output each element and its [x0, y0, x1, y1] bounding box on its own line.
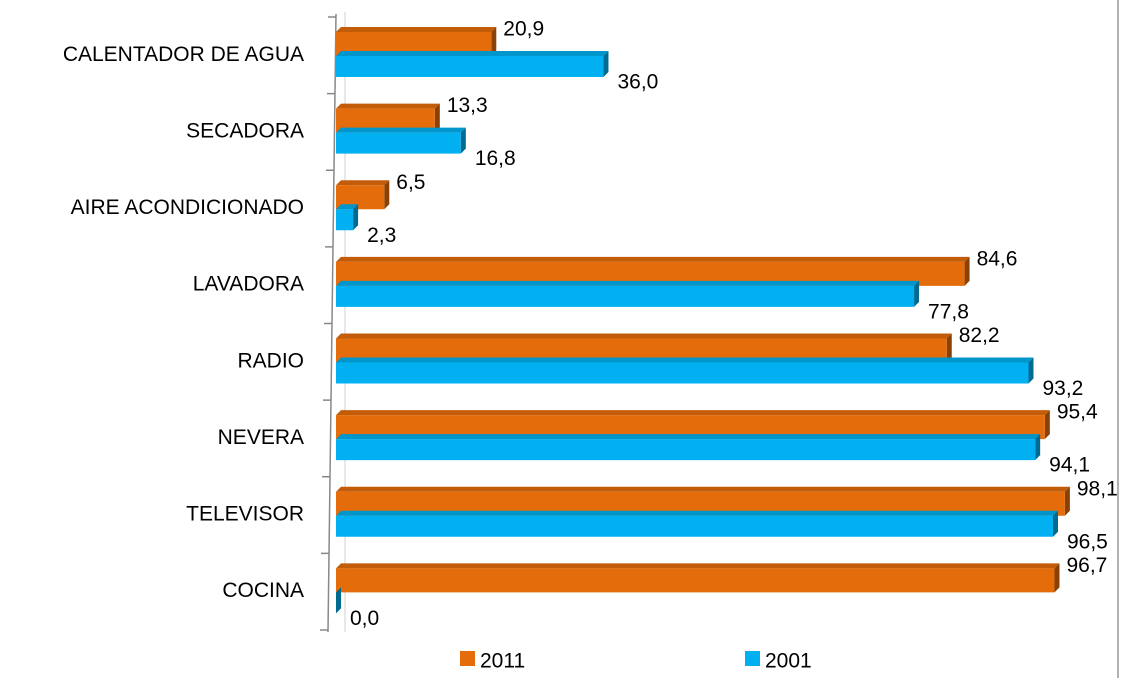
value-label: 6,5 — [396, 171, 425, 194]
bar-side — [384, 180, 390, 210]
value-label: 96,7 — [1066, 554, 1107, 577]
legend-swatch — [460, 651, 475, 666]
bar — [336, 209, 354, 231]
value-label: 84,6 — [977, 247, 1018, 270]
bar — [336, 285, 915, 307]
bar-top — [336, 486, 1070, 492]
category-axis — [327, 13, 337, 633]
bar — [336, 439, 1036, 461]
value-label: 95,4 — [1057, 401, 1098, 424]
bar-side — [460, 127, 466, 154]
y-tick-label: TELEVISOR — [186, 503, 304, 526]
bar — [336, 515, 1053, 537]
bar — [336, 568, 1055, 593]
bar-top — [336, 51, 609, 56]
bar-top — [336, 434, 1041, 440]
bar-top — [336, 180, 390, 186]
bar — [336, 132, 461, 154]
bar-top — [336, 280, 920, 286]
bar-side — [914, 280, 920, 307]
value-label: 96,5 — [1067, 530, 1108, 553]
value-label: 13,3 — [447, 94, 488, 117]
bar-side — [336, 587, 341, 614]
value-label: 2,3 — [367, 224, 396, 247]
value-label: 82,2 — [959, 324, 1000, 347]
y-tick-label: SECADORA — [186, 119, 304, 142]
bar-top — [336, 333, 952, 339]
bar-side — [964, 256, 970, 286]
bar-top — [336, 103, 440, 109]
bar-side — [603, 51, 609, 77]
value-label: 93,2 — [1042, 377, 1083, 400]
bar-side — [1054, 563, 1060, 593]
bar-side — [491, 27, 497, 56]
y-tick-label: AIRE ACONDICIONADO — [71, 196, 304, 219]
bar-top — [336, 510, 1058, 516]
legend-swatch — [745, 651, 760, 666]
bar — [336, 56, 604, 77]
bar-top — [336, 357, 1034, 363]
bar-side — [1035, 434, 1041, 461]
y-tick-label: COCINA — [222, 579, 304, 602]
value-label: 94,1 — [1049, 454, 1090, 477]
bar-top — [336, 127, 466, 133]
bar-side — [1028, 357, 1034, 384]
bar-top — [336, 563, 1060, 569]
bar-top — [336, 410, 1050, 416]
bar-top — [336, 256, 970, 262]
y-tick-label: CALENTADOR DE AGUA — [63, 43, 304, 66]
legend-label: 2011 — [480, 650, 525, 673]
legend-label: 2001 — [765, 650, 812, 673]
bar-side — [946, 333, 952, 363]
y-tick-label: RADIO — [237, 349, 304, 372]
bar-top — [336, 204, 359, 210]
value-label: 36,0 — [617, 71, 658, 94]
bar-side — [1052, 510, 1058, 537]
bar-side — [1064, 486, 1070, 516]
value-label: 20,9 — [503, 18, 544, 41]
bar-top — [336, 27, 497, 32]
bar-side — [353, 204, 359, 231]
y-tick-label: NEVERA — [218, 426, 304, 449]
value-label: 98,1 — [1077, 477, 1118, 500]
value-label: 77,8 — [928, 300, 969, 323]
bar-side — [1044, 410, 1050, 440]
value-label: 0,0 — [350, 607, 379, 630]
value-label: 16,8 — [475, 147, 516, 170]
bar — [336, 362, 1029, 384]
bar-side — [434, 103, 440, 133]
y-tick-label: LAVADORA — [193, 273, 304, 296]
